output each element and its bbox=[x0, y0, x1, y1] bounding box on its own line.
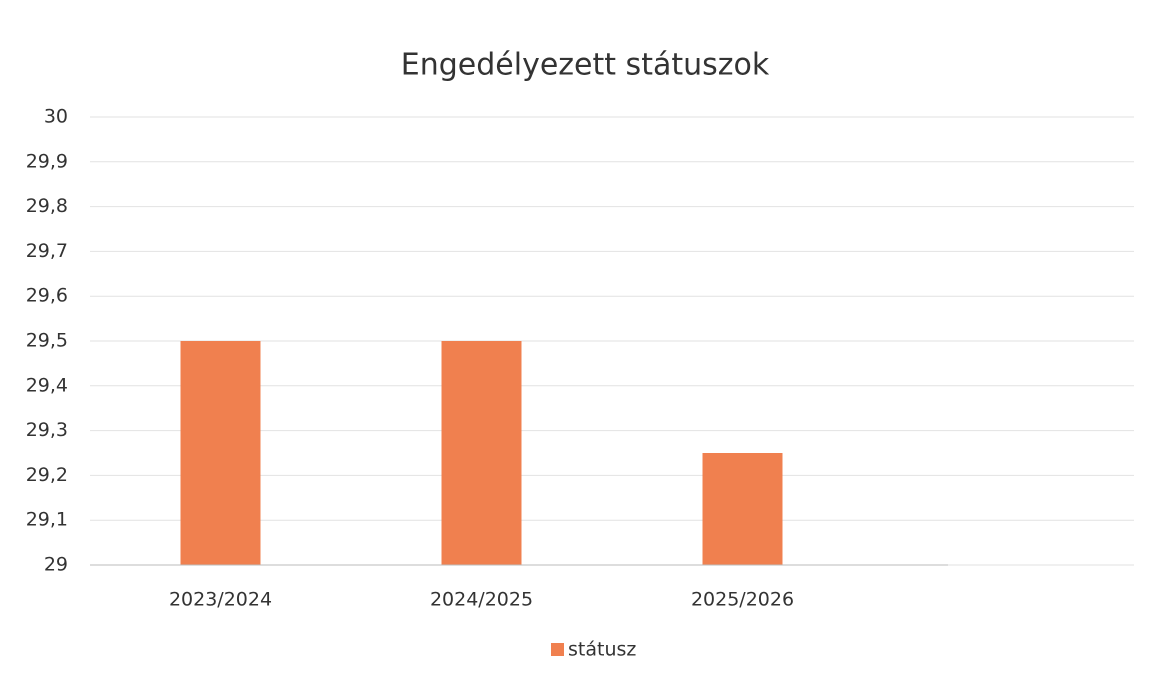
y-tick-label: 29,9 bbox=[26, 150, 68, 172]
y-tick-label: 29,4 bbox=[26, 374, 68, 396]
y-tick-label: 29 bbox=[44, 554, 68, 576]
chart-title: Engedélyezett státuszok bbox=[401, 48, 770, 83]
y-tick-label: 29,7 bbox=[26, 240, 68, 262]
bar bbox=[441, 341, 522, 565]
y-tick-label: 30 bbox=[44, 106, 68, 128]
y-tick-label: 29,1 bbox=[26, 509, 68, 531]
legend-swatch bbox=[551, 643, 564, 656]
y-tick-label: 29,5 bbox=[26, 330, 68, 352]
x-tick-label: 2023/2024 bbox=[169, 589, 272, 611]
y-tick-label: 29,2 bbox=[26, 464, 68, 486]
x-tick-label: 2025/2026 bbox=[691, 589, 794, 611]
y-tick-label: 29,8 bbox=[26, 195, 68, 217]
y-tick-label: 29,3 bbox=[26, 419, 68, 441]
bar bbox=[180, 341, 261, 565]
legend-label: státusz bbox=[568, 639, 636, 661]
y-tick-label: 29,6 bbox=[26, 285, 68, 307]
bar bbox=[702, 453, 783, 565]
x-tick-label: 2024/2025 bbox=[430, 589, 533, 611]
